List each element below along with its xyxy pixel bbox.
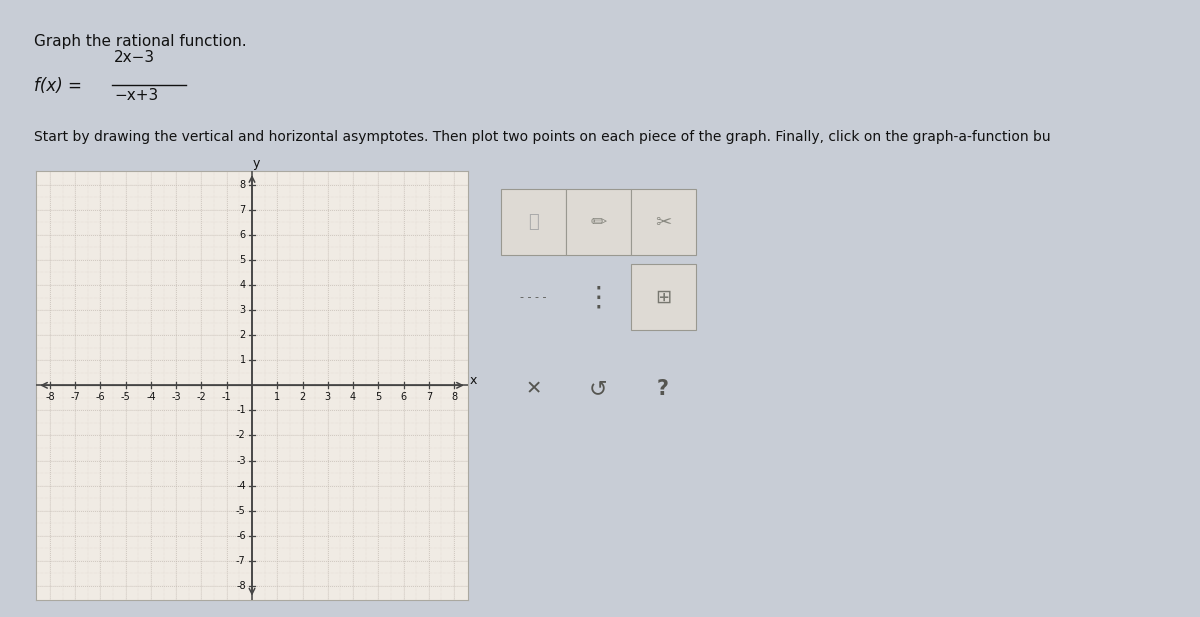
Text: -1: -1 [236, 405, 246, 415]
Text: 3: 3 [325, 392, 331, 402]
Text: -6: -6 [96, 392, 106, 402]
Text: x: x [469, 375, 476, 387]
Bar [631, 189, 696, 255]
Text: 8: 8 [451, 392, 457, 402]
Text: −x+3: −x+3 [114, 88, 158, 102]
Text: -7: -7 [236, 556, 246, 566]
Bar [566, 189, 631, 255]
Text: - - - -: - - - - [521, 292, 547, 302]
Text: 7: 7 [240, 205, 246, 215]
Text: ⊞: ⊞ [655, 288, 671, 307]
Text: -4: -4 [236, 481, 246, 491]
Text: 8: 8 [240, 180, 246, 189]
Text: ⋮: ⋮ [584, 283, 612, 311]
Text: Graph the rational function.: Graph the rational function. [34, 34, 246, 49]
Text: -8: -8 [46, 392, 55, 402]
Text: f(x) =: f(x) = [34, 77, 82, 95]
Text: y: y [253, 157, 260, 170]
Text: -2: -2 [197, 392, 206, 402]
Text: -3: -3 [172, 392, 181, 402]
Text: -8: -8 [236, 581, 246, 591]
Text: -6: -6 [236, 531, 246, 540]
Text: 1: 1 [275, 392, 281, 402]
Text: -7: -7 [71, 392, 80, 402]
Text: 6: 6 [240, 230, 246, 240]
Text: 5: 5 [240, 255, 246, 265]
Text: ⬜: ⬜ [528, 213, 539, 231]
Text: -5: -5 [121, 392, 131, 402]
Text: 4: 4 [240, 280, 246, 290]
Text: 2x−3: 2x−3 [114, 50, 155, 65]
Text: 3: 3 [240, 305, 246, 315]
Bar [502, 189, 566, 255]
Bar [631, 264, 696, 331]
Text: -1: -1 [222, 392, 232, 402]
Text: -2: -2 [236, 431, 246, 441]
Text: 5: 5 [376, 392, 382, 402]
Text: 2: 2 [300, 392, 306, 402]
Text: 6: 6 [401, 392, 407, 402]
Text: 2: 2 [240, 330, 246, 340]
Text: -4: -4 [146, 392, 156, 402]
Text: -3: -3 [236, 455, 246, 466]
Text: ✏: ✏ [590, 213, 606, 231]
Text: ✕: ✕ [526, 379, 541, 398]
Text: 4: 4 [350, 392, 356, 402]
Text: ?: ? [658, 379, 670, 399]
Text: 1: 1 [240, 355, 246, 365]
Text: -5: -5 [236, 506, 246, 516]
Text: ✂: ✂ [655, 213, 671, 231]
Text: ↺: ↺ [589, 379, 607, 399]
Text: 7: 7 [426, 392, 432, 402]
Text: Start by drawing the vertical and horizontal asymptotes. Then plot two points on: Start by drawing the vertical and horizo… [34, 130, 1050, 144]
